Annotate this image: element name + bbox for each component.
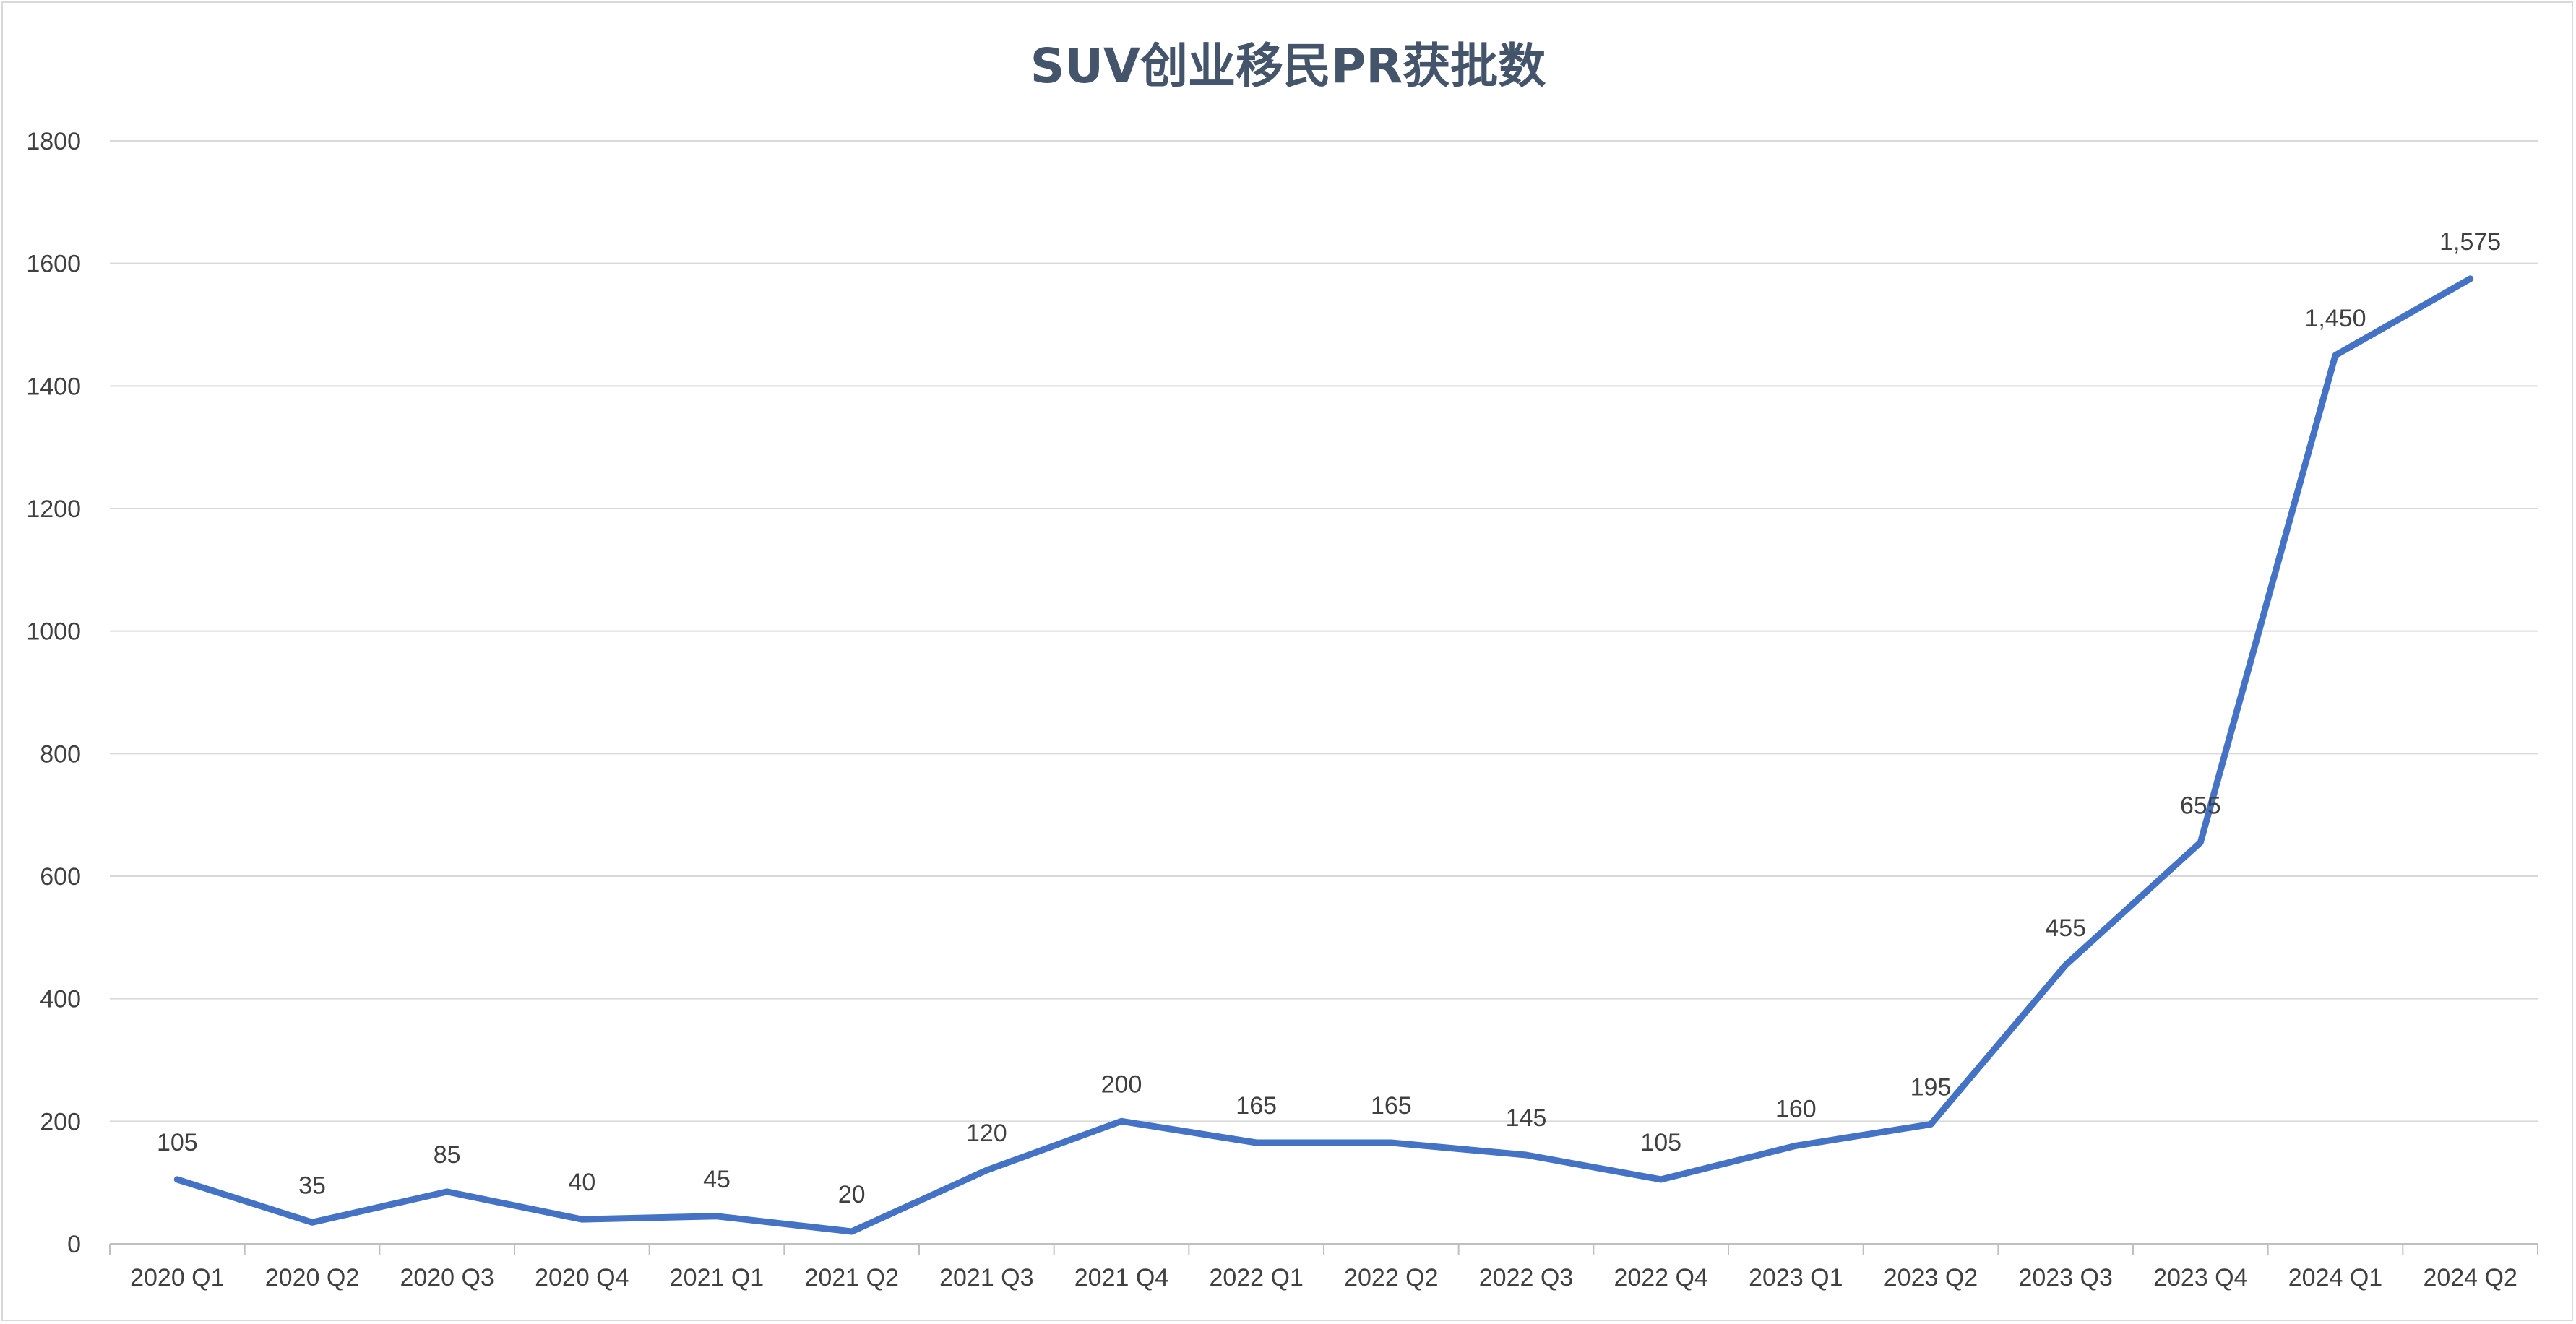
data-label: 1,450 bbox=[2304, 305, 2366, 332]
data-label: 1,575 bbox=[2439, 228, 2501, 256]
data-label: 105 bbox=[157, 1129, 198, 1156]
data-label: 145 bbox=[1506, 1104, 1547, 1132]
x-tick-label: 2021 Q1 bbox=[670, 1264, 764, 1291]
y-tick-label: 800 bbox=[40, 740, 81, 768]
y-tick-label: 1600 bbox=[26, 251, 81, 278]
data-label: 165 bbox=[1236, 1092, 1277, 1120]
x-tick-label: 2024 Q1 bbox=[2288, 1264, 2382, 1291]
y-tick-label: 400 bbox=[40, 986, 81, 1013]
y-tick-label: 0 bbox=[67, 1231, 81, 1258]
y-tick-label: 1000 bbox=[26, 618, 81, 646]
x-tick-label: 2021 Q2 bbox=[804, 1264, 898, 1291]
x-tick-label: 2022 Q4 bbox=[1614, 1264, 1707, 1291]
data-label: 165 bbox=[1371, 1092, 1412, 1120]
data-label: 105 bbox=[1640, 1129, 1681, 1156]
series-line bbox=[173, 275, 2474, 1235]
data-label: 655 bbox=[2180, 792, 2221, 819]
axes: 0 200 400 600 800 1000 1200 1400 1600 1800 2020 Q1… bbox=[26, 128, 2538, 1291]
data-labels: 105 35 85 40 45 20 120 200 165 165 145 105 160 195 455… bbox=[157, 228, 2501, 1208]
x-tick-label: 2024 Q2 bbox=[2423, 1264, 2517, 1291]
y-tick-label: 1200 bbox=[26, 496, 81, 523]
data-label: 195 bbox=[1911, 1074, 1952, 1102]
y-tick-label: 600 bbox=[40, 863, 81, 891]
series-layer bbox=[173, 275, 2474, 1235]
x-tick-label: 2022 Q2 bbox=[1344, 1264, 1438, 1291]
x-tick-label: 2020 Q3 bbox=[400, 1264, 494, 1291]
x-tick-label: 2023 Q2 bbox=[1884, 1264, 1978, 1291]
x-tick-label: 2021 Q3 bbox=[939, 1264, 1033, 1291]
x-tick-label: 2020 Q4 bbox=[535, 1264, 629, 1291]
gridlines bbox=[110, 140, 2538, 1122]
x-tick-label: 2020 Q2 bbox=[265, 1264, 359, 1291]
x-tick-label: 2022 Q3 bbox=[1479, 1264, 1573, 1291]
data-label: 35 bbox=[298, 1172, 326, 1199]
data-label: 455 bbox=[2045, 914, 2086, 942]
data-label: 160 bbox=[1775, 1095, 1817, 1122]
x-tick-label: 2023 Q3 bbox=[2018, 1264, 2112, 1291]
data-label: 40 bbox=[568, 1169, 595, 1196]
y-tick-label: 1800 bbox=[26, 128, 81, 155]
data-label: 85 bbox=[434, 1141, 461, 1169]
data-label: 120 bbox=[966, 1120, 1007, 1147]
x-tick-label: 2022 Q1 bbox=[1209, 1264, 1303, 1291]
data-label: 45 bbox=[703, 1166, 731, 1193]
x-tick-label: 2021 Q4 bbox=[1074, 1264, 1168, 1291]
data-label: 200 bbox=[1101, 1070, 1142, 1098]
x-tick-label: 2023 Q4 bbox=[2153, 1264, 2247, 1291]
x-tick-label: 2023 Q1 bbox=[1749, 1264, 1843, 1291]
data-label: 20 bbox=[838, 1181, 866, 1208]
y-tick-label: 1400 bbox=[26, 373, 81, 400]
y-tick-label: 200 bbox=[40, 1108, 81, 1135]
chart-title: SUV创业移民PR获批数 bbox=[1030, 38, 1546, 94]
x-tick-label: 2020 Q1 bbox=[130, 1264, 224, 1291]
